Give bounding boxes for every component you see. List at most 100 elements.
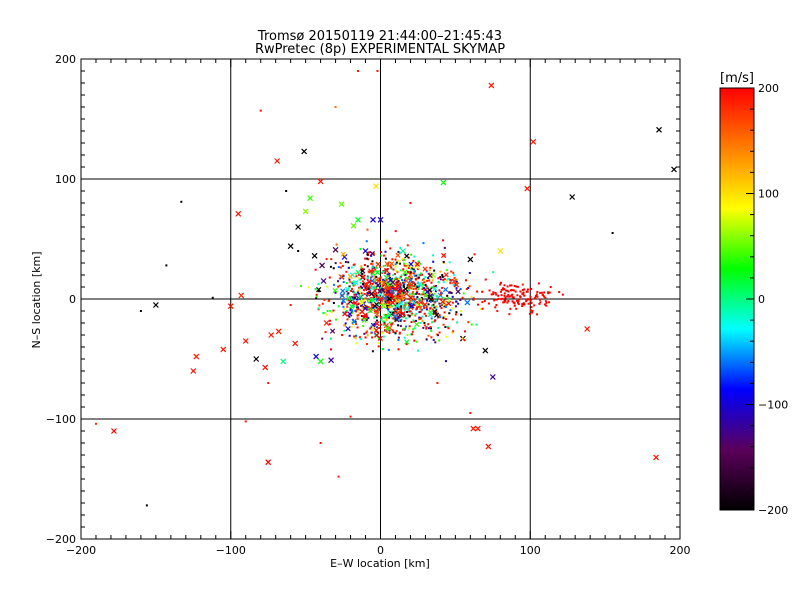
scatter-point bbox=[430, 286, 433, 289]
scatter-point bbox=[394, 309, 397, 312]
scatter-point bbox=[334, 262, 337, 265]
scatter-point bbox=[523, 288, 526, 291]
scatter-point bbox=[536, 295, 539, 298]
scatter-point bbox=[372, 286, 375, 289]
scatter-point bbox=[488, 82, 495, 89]
scatter-point bbox=[424, 276, 427, 279]
scatter-point bbox=[402, 307, 405, 310]
scatter-point bbox=[338, 201, 345, 208]
scatter-point bbox=[569, 194, 576, 200]
scatter-point bbox=[474, 425, 481, 432]
scatter-point bbox=[388, 321, 391, 324]
scatter-point bbox=[394, 281, 397, 284]
scatter-point bbox=[392, 268, 395, 271]
scatter-point bbox=[438, 339, 441, 342]
scatter-point bbox=[540, 291, 543, 294]
scatter-point bbox=[374, 269, 381, 276]
scatter-point bbox=[398, 308, 401, 311]
scatter-point bbox=[426, 279, 429, 282]
scatter-point bbox=[358, 336, 361, 339]
scatter-point bbox=[449, 278, 452, 281]
scatter-point bbox=[435, 285, 438, 288]
scatter-point bbox=[362, 324, 365, 327]
scatter-point bbox=[448, 261, 451, 264]
scatter-point bbox=[383, 267, 390, 274]
x-tick-label: 0 bbox=[377, 544, 384, 557]
scatter-point bbox=[454, 305, 457, 308]
scatter-point bbox=[438, 302, 441, 305]
x-tick-label: −100 bbox=[216, 544, 246, 557]
scatter-point bbox=[429, 326, 432, 329]
scatter-point bbox=[369, 276, 372, 279]
scatter-point bbox=[502, 288, 505, 291]
scatter-point bbox=[432, 303, 435, 306]
scatter-point bbox=[376, 297, 379, 300]
scatter-point bbox=[448, 291, 451, 294]
scatter-point bbox=[386, 312, 393, 318]
scatter-point bbox=[489, 374, 496, 380]
scatter-point bbox=[415, 287, 418, 290]
scatter-point bbox=[353, 263, 356, 266]
scatter-point bbox=[379, 286, 382, 289]
scatter-point bbox=[397, 338, 400, 341]
scatter-point bbox=[421, 273, 424, 276]
scatter-point bbox=[384, 300, 387, 303]
scatter-point bbox=[470, 425, 477, 432]
scatter-point bbox=[332, 309, 335, 312]
scatter-point bbox=[539, 291, 542, 294]
scatter-point bbox=[549, 286, 552, 289]
scatter-point bbox=[443, 272, 449, 278]
scatter-point bbox=[349, 415, 352, 418]
scatter-point bbox=[378, 302, 381, 305]
scatter-point bbox=[453, 282, 460, 288]
scatter-point bbox=[411, 312, 414, 315]
scatter-point bbox=[437, 281, 440, 284]
scatter-point bbox=[521, 288, 524, 291]
scatter-point bbox=[428, 296, 434, 303]
scatter-point bbox=[361, 305, 364, 308]
scatter-point bbox=[399, 307, 402, 310]
scatter-point bbox=[362, 283, 365, 286]
scatter-point bbox=[431, 307, 434, 310]
scatter-point bbox=[339, 262, 342, 265]
scatter-point bbox=[357, 273, 360, 276]
scatter-point bbox=[401, 291, 404, 294]
scatter-point bbox=[399, 294, 402, 297]
scatter-point bbox=[351, 296, 354, 299]
scatter-point bbox=[347, 273, 353, 280]
scatter-point bbox=[422, 301, 428, 308]
scatter-point bbox=[387, 308, 390, 311]
scatter-point bbox=[493, 299, 496, 302]
scatter-point bbox=[376, 319, 379, 322]
scatter-point bbox=[460, 310, 463, 313]
y-tick-label: −100 bbox=[46, 413, 76, 426]
scatter-point bbox=[428, 269, 431, 272]
scatter-point bbox=[397, 277, 400, 280]
scatter-point bbox=[427, 272, 433, 279]
scatter-point bbox=[220, 346, 227, 353]
scatter-point bbox=[412, 259, 415, 262]
scatter-point bbox=[430, 329, 433, 332]
scatter-point bbox=[321, 337, 324, 340]
scatter-point bbox=[500, 298, 503, 301]
scatter-point bbox=[392, 330, 395, 333]
scatter-point bbox=[353, 279, 359, 286]
scatter-point bbox=[295, 224, 302, 230]
scatter-point bbox=[394, 303, 400, 309]
scatter-point bbox=[444, 254, 447, 257]
scatter-point bbox=[275, 328, 282, 335]
scatter-point bbox=[533, 304, 536, 307]
scatter-point bbox=[412, 328, 415, 331]
scatter-point bbox=[193, 353, 200, 360]
scatter-point bbox=[377, 285, 380, 288]
scatter-point bbox=[391, 284, 394, 287]
scatter-point bbox=[433, 285, 436, 288]
scatter-point bbox=[394, 317, 400, 323]
scatter-point bbox=[299, 285, 302, 288]
scatter-point bbox=[429, 266, 432, 269]
scatter-point bbox=[530, 306, 533, 309]
scatter-point bbox=[394, 332, 397, 335]
scatter-point bbox=[374, 268, 377, 271]
scatter-point bbox=[416, 301, 419, 304]
scatter-point bbox=[417, 281, 423, 287]
